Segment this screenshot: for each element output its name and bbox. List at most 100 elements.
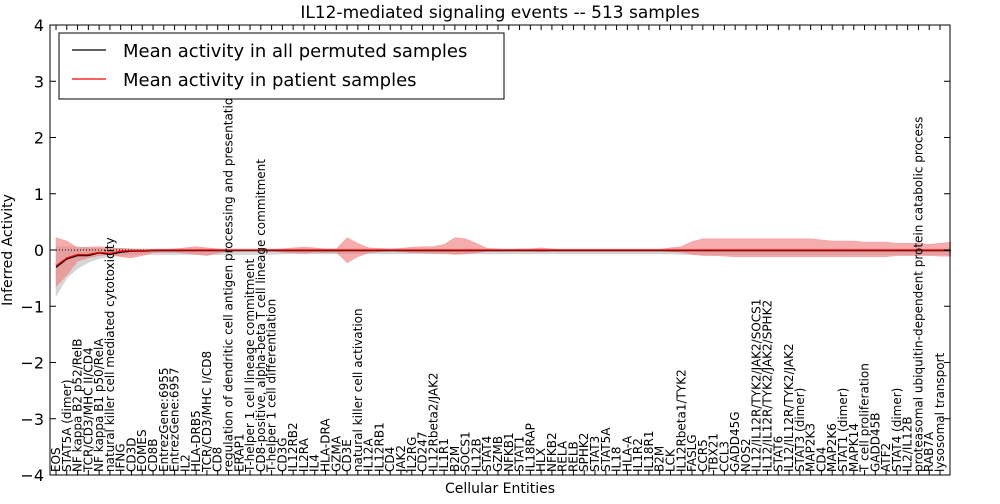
x-tick-label: STAT3 (dimer) [793,388,807,472]
x-tick-label: IL12RB1 [372,422,386,472]
x-tick-label: STAT5A (dimer) [60,379,74,472]
x-axis-label: Cellular Entities [445,481,555,497]
y-axis-ticks: 4 3 2 1 0 −1 −2 −3 −4 [20,16,950,485]
x-tick-label: IL12B [469,438,483,472]
x-tick-label: IL12/IL12R/TYK2/JAK2/SOCS1 [750,299,764,472]
series-line-patient [55,249,951,267]
x-tick-label: IL1R2 [631,438,645,472]
x-tick-label: GADD45G [728,411,742,472]
x-tick-label: GADD45B [868,412,882,472]
x-tick-label: natural killer cell mediated cytotoxicit… [103,237,117,472]
x-tick-label: IL2 [178,454,192,472]
legend-box [58,32,505,100]
x-tick-label: NF kappa B1 p50/RelA [92,338,106,472]
x-tick-label: CCL3 [717,441,731,472]
x-tick-label: LCK [664,448,678,472]
x-tick-label: IL12Rbeta1/TYK2 [674,369,688,472]
x-tick-label: RELA [556,440,570,472]
x-tick-label: B2M [653,446,667,472]
x-tick-label: JAK2 [394,445,408,473]
legend: Mean activity in all permuted samples Me… [58,32,505,100]
x-tick-label: MAPK14 [847,423,861,472]
x-tick-label: CCR5 [696,439,710,472]
x-tick-label: CD3D [125,438,139,473]
x-tick-label: regulation of dendritic cell antigen pro… [222,90,236,472]
y-tick-label: −1 [20,297,44,316]
x-tick-label: EntrezGene:6957 [168,368,182,473]
x-tick-label: GZMA [329,435,343,472]
x-tick-label: RAB7A [922,431,936,472]
x-tick-label: HLA-DRA [319,418,333,472]
x-tick-label: SOCS1 [459,431,473,472]
x-tick-label: IL18RAP [523,423,537,472]
x-tick-label: TCR/CD3/MHC II/CD4 [81,347,95,473]
x-tick-label: IL12/IL12R/TYK2/JAK2 [782,343,796,472]
x-tick-label: IL18R1 [642,431,656,472]
series-lines [55,249,951,268]
x-tick-label: TCR/CD3/MHC I/CD8 [200,351,214,473]
x-tick-label: MAP2K3 [804,423,818,472]
x-tick-label: STAT5A [599,427,613,472]
x-tick-label: CD4 [383,447,397,472]
x-tick-label: T cell proliferation [858,363,872,473]
x-tick-label: IL2RG [405,437,419,473]
x-tick-label: STAT4 (dimer) [890,388,904,472]
x-tick-label: STAT3 [588,436,602,472]
x-tick-label: B2M [448,446,462,472]
y-tick-label: 3 [34,72,44,91]
x-tick-label: CD247 [416,431,430,472]
x-tick-label: ATF2 [879,443,893,472]
x-tick-label: HLX [534,448,548,472]
x-tick-label: ERAP1 [232,434,246,473]
chart-title: IL12-mediated signaling events -- 513 sa… [300,3,700,23]
x-tick-label: CD8 [211,447,225,472]
x-tick-label: IL2/IL12B [901,416,915,472]
x-tick-label: IL4 [308,454,322,472]
x-tick-label: T-helper 1 cell lineage commitment [243,259,257,473]
x-tick-label: HLA-A [620,435,634,472]
patient-spread-band [55,237,952,288]
spread-bands [55,237,952,298]
x-tick-label: EOMES [135,429,149,472]
x-tick-label: EOS [49,447,63,472]
x-tick-label: STAT1 (dimer) [836,388,850,472]
x-tick-label: IL18 [610,447,624,473]
x-tick-label: STAT1 [513,436,527,472]
x-tick-label: STAT6 [771,436,785,472]
x-tick-label: NF kappa B2 p52/RelB [71,338,85,472]
y-tick-label: 1 [34,185,44,204]
x-tick-label: GZMB [491,436,505,472]
x-tick-label: CD3E [340,439,354,472]
x-tick-label: IL12/IL12R/TYK2/JAK2/SPHK2 [761,300,775,472]
y-tick-label: −2 [20,354,44,373]
x-tick-label: HLA-DRB5 [189,410,203,472]
x-tick-label: STAT4 [480,436,494,472]
x-tick-label: CD4 [814,447,828,472]
x-tick-label: IL12Rbeta2/JAK2 [426,372,440,472]
y-axis-label: Inferred Activity [0,194,16,306]
x-tick-label: IL2RA [297,437,311,472]
y-tick-label: −4 [20,466,44,485]
x-tick-label: IFNG [114,443,128,472]
x-tick-label: NFKB1 [502,432,516,472]
x-tick-label: EntrezGene:6955 [157,367,171,472]
x-tick-label: MAP2K6 [825,423,839,472]
x-axis-ticks [55,25,941,475]
y-tick-label: −3 [20,410,44,429]
x-tick-label: NFKB2 [545,432,559,472]
x-tick-label: T-helper 1 cell differentiation [265,299,279,473]
x-tick-label: FASLG [685,434,699,472]
legend-label-permuted: Mean activity in all permuted samples [123,41,467,62]
x-tick-label: lysosomal transport [933,352,947,472]
y-tick-label: 2 [34,129,44,148]
x-tick-label: TBX21 [707,433,721,473]
x-tick-label: IL12A [362,437,376,471]
x-tick-label: CD8B [146,438,160,472]
x-tick-label: CD8-positive, alpha-beta T cell lineage … [254,159,268,472]
x-tick-label: proteasomal ubiquitin-dependent protein … [911,117,925,472]
x-tick-label: RELB [567,441,581,472]
x-tick-label: natural killer cell activation [351,308,365,472]
